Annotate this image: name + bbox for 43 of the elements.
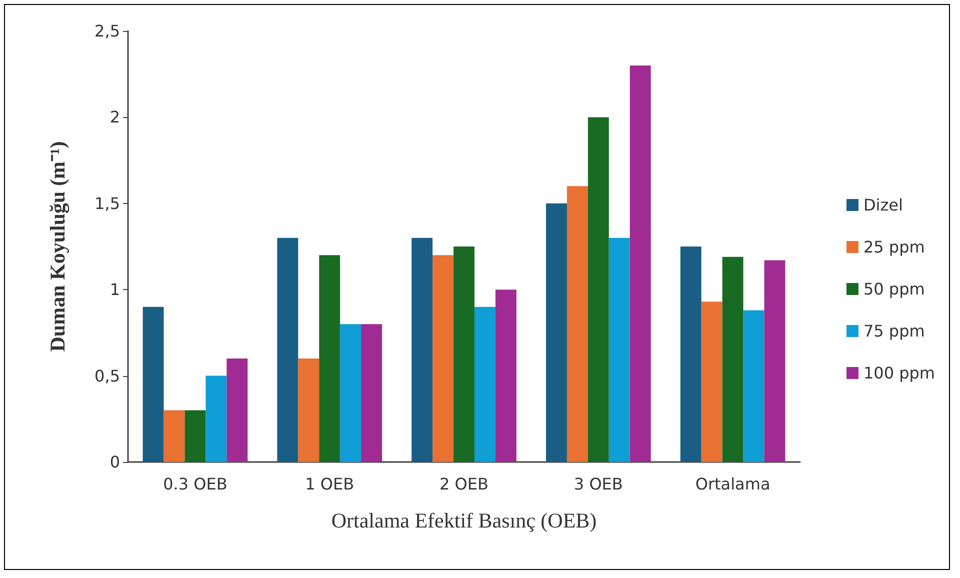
x-axis-title: Ortalama Efektif Basınç (OEB)	[331, 508, 597, 532]
bar	[412, 238, 433, 462]
x-tick-label: 2 OEB	[440, 474, 488, 494]
bar	[142, 306, 164, 462]
legend-label: Dizel	[863, 196, 903, 214]
bar	[495, 290, 516, 462]
x-tick-label: 3 OEB	[574, 474, 623, 494]
legend-label: 100 ppm	[863, 364, 936, 382]
bar	[680, 246, 702, 462]
y-tick-label: 0,5	[94, 366, 120, 386]
bar	[764, 260, 786, 462]
bar	[701, 302, 722, 462]
y-tick-label: 1,5	[94, 194, 120, 213]
legend-label: 75 ppm	[863, 322, 925, 340]
y-tick-label: 0	[110, 452, 120, 472]
bar	[184, 410, 206, 462]
bar	[319, 255, 340, 462]
bar	[474, 306, 496, 462]
x-tick-label: Ortalama	[695, 474, 770, 494]
y-tick-label: 2,5	[94, 22, 120, 40]
bar	[743, 310, 764, 462]
bar	[566, 186, 588, 462]
bar	[546, 203, 567, 462]
bar	[454, 246, 474, 462]
bar	[298, 358, 320, 462]
bar	[164, 410, 185, 462]
bar	[432, 255, 454, 462]
legend-label: 25 ppm	[863, 238, 925, 256]
x-tick-label: 1 OEB	[305, 474, 354, 494]
bar	[630, 65, 651, 462]
bar	[361, 324, 382, 462]
bar	[206, 376, 227, 462]
y-axis-title: Duman Koyuluğu (m⁻¹)	[46, 141, 70, 352]
legend-label: 50 ppm	[863, 280, 925, 298]
bar	[226, 358, 248, 462]
y-tick-label: 1	[110, 280, 120, 300]
bar	[722, 256, 744, 462]
x-tick-label: 0.3 OEB	[163, 474, 228, 494]
bar	[608, 238, 630, 462]
y-tick-label: 2	[110, 108, 120, 127]
bar	[277, 238, 298, 462]
bar	[340, 324, 362, 462]
bar	[588, 117, 609, 462]
